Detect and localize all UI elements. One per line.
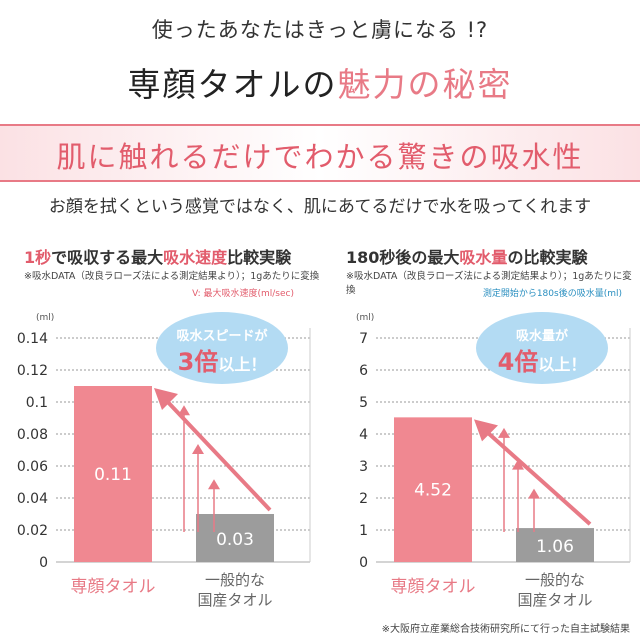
chart2-bar-primary (394, 417, 472, 562)
chart1-ytick-label: 0.04 (17, 491, 48, 507)
chart1-category-label: 一般的な (205, 571, 265, 589)
chart1-ytick-label: 0.08 (17, 427, 48, 443)
chart2: (ml) 0 1 2 3 4 5 6 7 4.52 1.06 吸水量が 4倍以上！ 専顔タオル 一般的な国産… (356, 312, 631, 609)
chart2-bubble (476, 312, 608, 384)
chart2-title: 180秒後の最大吸水量の比較実験 (346, 244, 587, 268)
headline-accent: 魅力の秘密 (337, 65, 513, 104)
chart1-ytick-label: 0.14 (17, 331, 48, 347)
chart2-value-label: 1.06 (536, 537, 574, 557)
chart2-ytick-label: 5 (359, 395, 368, 411)
chart1-diagonal-arrow (162, 396, 272, 512)
chart2-ytick-label: 6 (359, 363, 368, 379)
chart1-bubble-small: 以上！ (218, 355, 266, 374)
chart2-ytick-label: 0 (359, 555, 368, 571)
chart2-diagonal-arrow (482, 427, 592, 526)
chart1-diagonal-arrowhead (154, 388, 178, 410)
chart1-bubble-big: 3倍 (178, 348, 219, 376)
headline-part1: 専顔タオルの (127, 65, 338, 104)
chart2-unit: (ml) (356, 313, 374, 323)
chart2-diagonal-arrowhead (474, 419, 498, 442)
chart2-rise-arrowhead (498, 427, 510, 438)
chart1-value-label: 0.03 (216, 530, 254, 550)
chart2-rise-arrowhead (512, 459, 524, 470)
chart1-title-p3: 吸水速度 (163, 248, 228, 267)
chart2-title-p2: の最大 (411, 248, 460, 267)
chart2-note: ※吸水DATA（改良ラローズ法による測定結果より）；1gあたりに変換 (346, 271, 632, 296)
chart2-bubble-small: 以上！ (538, 355, 586, 374)
chart2-bubble-big: 4倍 (498, 348, 539, 376)
chart1-category-label: 国産タオル (197, 591, 272, 609)
chart2-ytick-label: 7 (359, 331, 368, 347)
chart2-ytick-label: 3 (359, 459, 368, 475)
chart1-ytick-label: 0.06 (17, 459, 48, 475)
chart1-rise-arrowhead (192, 444, 204, 454)
chart1-bubble-line2: 3倍以上！ (178, 348, 267, 376)
headline: 専顔タオルの魅力の秘密 (0, 58, 640, 106)
chart1: (ml) 0 0.02 0.04 0.06 0.08 0.1 0.12 0.14 0.11 0.03… (17, 312, 311, 609)
chart2-ytick-label: 2 (359, 491, 368, 507)
chart1-rise-arrowhead (178, 405, 190, 416)
chart1-bar-secondary (196, 514, 274, 562)
chart2-value-label: 4.52 (414, 481, 452, 501)
banner (0, 124, 640, 182)
chart2-rise-arrowhead (528, 488, 540, 499)
chart2-title-p3: 吸水量 (459, 248, 508, 267)
chart1-unit: (ml) (36, 313, 54, 323)
chart1-title-p2: で吸収する最大 (51, 248, 164, 267)
chart2-bubble-line1: 吸水量が (516, 328, 568, 344)
chart1-ytick-label: 0.1 (26, 395, 48, 411)
chart1-bubble-line1: 吸水スピードが (176, 328, 267, 344)
chart1-rise-arrowhead (208, 479, 220, 490)
chart2-bubble-line2: 4倍以上！ (498, 348, 587, 376)
subtitle: お顔を拭くという感覚ではなく、肌にあてるだけで水を吸ってくれます (48, 197, 592, 217)
chart1-title-p1: 1秒 (24, 248, 52, 267)
chart1-ytick-label: 0.02 (17, 523, 48, 539)
tagline: 使ったあなたはきっと虜になる !? (151, 18, 489, 42)
chart2-category-label: 一般的な (525, 571, 585, 589)
chart1-value-label: 0.11 (94, 465, 132, 485)
chart2-bar-secondary (516, 528, 594, 562)
chart1-title: 1秒で吸収する最大吸水速度比較実験 (24, 244, 291, 268)
chart2-metric: 測定開始から180s後の吸水量(ml) (482, 289, 622, 299)
chart2-title-p1: 180秒後 (346, 248, 412, 267)
chart1-note: ※吸水DATA（改良ラローズ法による測定結果より）；1gあたりに変換 (24, 271, 320, 282)
chart1-bubble (156, 312, 288, 384)
chart1-bar-primary (74, 386, 152, 562)
chart2-category-label: 専顔タオル (391, 577, 476, 597)
chart2-category-label: 国産タオル (517, 591, 592, 609)
chart1-ytick-label: 0.12 (17, 363, 48, 379)
chart1-title-p4: 比較実験 (227, 248, 292, 267)
chart1-metric: V: 最大吸水速度(ml/sec) (192, 289, 294, 299)
chart1-category-label: 専顔タオル (71, 577, 156, 597)
footnote: ※大阪府立産業総合技術研究所にて行った自主試験結果 (381, 624, 630, 635)
chart2-title-p4: の比較実験 (507, 248, 588, 267)
chart2-ytick-label: 1 (359, 523, 368, 539)
banner-text: 肌に触れるだけでわかる驚きの吸水性 (56, 140, 584, 174)
chart1-ytick-label: 0 (39, 555, 48, 571)
chart2-ytick-label: 4 (359, 427, 368, 443)
